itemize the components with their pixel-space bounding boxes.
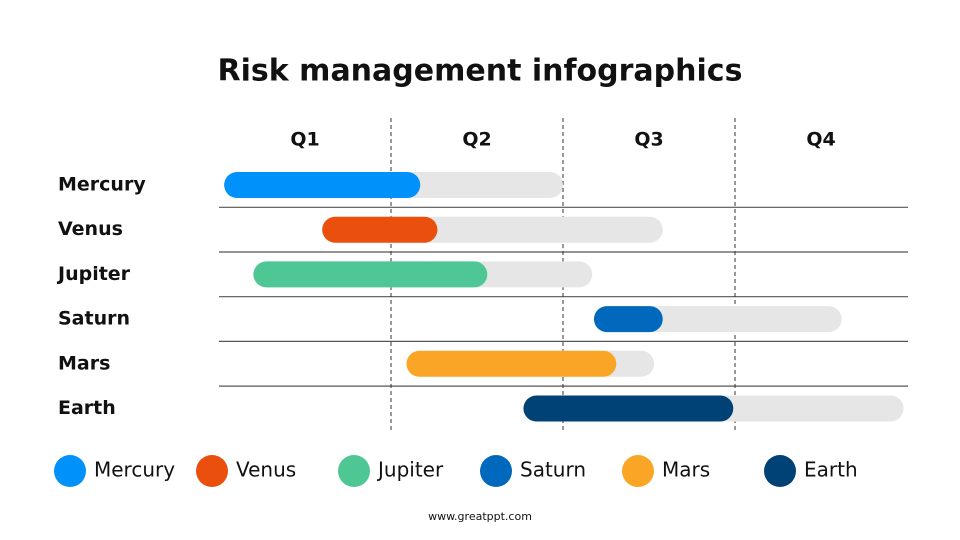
- progress-bar: [523, 395, 734, 422]
- progress-bar: [253, 261, 488, 288]
- legend-swatch: [480, 455, 512, 487]
- progress-bar: [406, 350, 617, 377]
- progress-bar: [593, 306, 663, 333]
- row-label: Mars: [58, 352, 110, 374]
- legend-label: Saturn: [520, 458, 586, 482]
- row-label: Jupiter: [56, 263, 131, 285]
- legend-label: Mars: [662, 458, 710, 482]
- progress-bar: [224, 172, 421, 198]
- legend-swatch: [54, 455, 86, 487]
- progress-bar: [322, 216, 438, 243]
- legend-label: Venus: [236, 458, 296, 482]
- quarter-label: Q3: [634, 129, 663, 151]
- legend-swatch: [764, 455, 796, 487]
- legend-swatch: [338, 455, 370, 487]
- row-label: Saturn: [58, 308, 130, 330]
- row-label: Mercury: [58, 174, 146, 196]
- chart-title: Risk management infographics: [218, 54, 743, 89]
- footer: www.greatppt.com: [428, 510, 532, 523]
- legend-label: Earth: [804, 458, 858, 482]
- legend-swatch: [622, 455, 654, 487]
- legend-label: Mercury: [94, 458, 175, 482]
- row-label: Earth: [58, 397, 116, 419]
- legend-label: Jupiter: [376, 458, 444, 482]
- quarter-label: Q1: [290, 129, 319, 151]
- row-label: Venus: [58, 218, 123, 240]
- quarter-label: Q4: [806, 129, 835, 151]
- quarter-label: Q2: [462, 129, 491, 151]
- legend-swatch: [196, 455, 228, 487]
